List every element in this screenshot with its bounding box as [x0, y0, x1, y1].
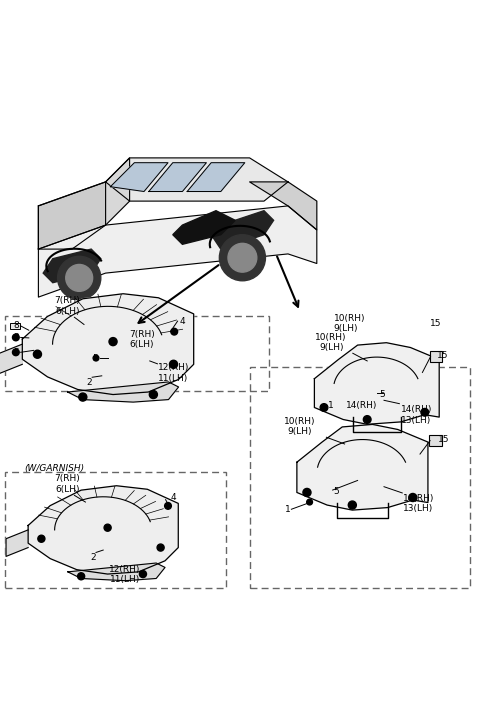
Circle shape: [219, 234, 265, 281]
Circle shape: [66, 265, 93, 291]
FancyBboxPatch shape: [10, 323, 20, 329]
Text: 3: 3: [13, 333, 19, 342]
Text: 15: 15: [438, 435, 449, 444]
Circle shape: [78, 573, 84, 580]
Text: 10(RH)
9(LH): 10(RH) 9(LH): [315, 333, 347, 352]
Text: 2: 2: [91, 553, 96, 562]
Polygon shape: [38, 158, 130, 249]
Polygon shape: [0, 344, 22, 375]
Text: 5: 5: [379, 390, 385, 399]
Circle shape: [79, 393, 87, 401]
Text: 7(RH)
6(LH): 7(RH) 6(LH): [129, 330, 155, 349]
Polygon shape: [173, 211, 235, 244]
Polygon shape: [297, 424, 428, 510]
Polygon shape: [110, 162, 168, 191]
Polygon shape: [106, 158, 288, 201]
Circle shape: [109, 338, 117, 346]
Text: 1: 1: [328, 400, 334, 410]
Polygon shape: [187, 162, 245, 191]
Circle shape: [169, 360, 178, 368]
Polygon shape: [6, 530, 28, 557]
Circle shape: [363, 416, 371, 423]
Text: 15: 15: [437, 351, 448, 360]
Circle shape: [165, 503, 171, 509]
Text: 15: 15: [430, 319, 441, 328]
Polygon shape: [314, 343, 439, 424]
Text: 7(RH)
6(LH): 7(RH) 6(LH): [54, 296, 80, 316]
Text: 12(RH)
11(LH): 12(RH) 11(LH): [158, 363, 190, 383]
Polygon shape: [250, 182, 317, 230]
FancyBboxPatch shape: [430, 352, 442, 362]
Circle shape: [58, 256, 101, 300]
Text: 12(RH)
11(LH): 12(RH) 11(LH): [109, 565, 141, 585]
Text: 7(RH)
6(LH): 7(RH) 6(LH): [54, 475, 80, 494]
Circle shape: [104, 524, 111, 531]
Text: 4: 4: [180, 316, 186, 326]
Text: 5: 5: [13, 348, 19, 357]
Circle shape: [157, 544, 164, 551]
Polygon shape: [28, 486, 178, 574]
Circle shape: [12, 334, 19, 341]
Text: 5: 5: [334, 487, 339, 496]
Text: (W/GARNISH): (W/GARNISH): [24, 464, 84, 473]
Circle shape: [149, 390, 157, 398]
Text: 10(RH)
9(LH): 10(RH) 9(LH): [334, 314, 365, 334]
Circle shape: [307, 499, 312, 505]
Polygon shape: [22, 294, 194, 395]
FancyBboxPatch shape: [429, 435, 442, 446]
Polygon shape: [68, 382, 179, 402]
Polygon shape: [211, 211, 274, 249]
Text: 2: 2: [86, 377, 92, 387]
Circle shape: [303, 488, 311, 497]
Text: 14(RH)
13(LH): 14(RH) 13(LH): [401, 405, 432, 424]
Circle shape: [93, 355, 99, 361]
Circle shape: [139, 571, 146, 577]
Text: 8: 8: [13, 321, 19, 331]
Text: 4: 4: [170, 493, 176, 502]
Text: 5: 5: [93, 354, 98, 362]
Polygon shape: [43, 249, 101, 283]
Polygon shape: [38, 206, 317, 297]
Circle shape: [12, 349, 19, 356]
Circle shape: [228, 243, 257, 272]
Text: 14(RH)
13(LH): 14(RH) 13(LH): [403, 494, 434, 513]
Text: 1: 1: [285, 505, 290, 514]
Circle shape: [320, 403, 328, 411]
Circle shape: [171, 329, 178, 335]
Circle shape: [421, 408, 429, 416]
Polygon shape: [149, 162, 206, 191]
Circle shape: [348, 501, 356, 509]
Text: 10(RH)
9(LH): 10(RH) 9(LH): [284, 417, 316, 436]
Circle shape: [38, 535, 45, 542]
Text: 14(RH): 14(RH): [346, 400, 377, 410]
Circle shape: [34, 350, 41, 358]
Circle shape: [409, 493, 417, 502]
Polygon shape: [38, 182, 106, 249]
Polygon shape: [68, 563, 165, 581]
